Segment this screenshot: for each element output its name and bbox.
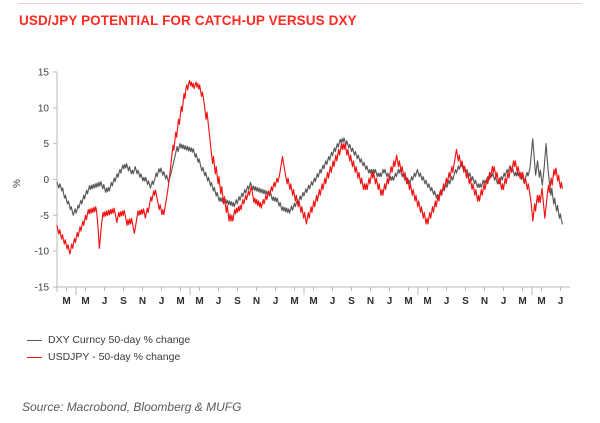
x-axis-month-label: S bbox=[462, 296, 469, 305]
x-axis-month-label: J bbox=[501, 296, 507, 305]
series-line bbox=[56, 137, 563, 225]
legend-item-usdjpy: USDJPY - 50-day % change bbox=[27, 350, 357, 365]
x-axis-month-label: N bbox=[367, 296, 374, 305]
x-axis-month-label: M bbox=[62, 296, 70, 305]
legend-label-dxy: DXY Curncy 50-day % change bbox=[48, 334, 191, 346]
x-axis-month-label: N bbox=[139, 296, 146, 305]
x-axis-month-label: J bbox=[387, 296, 393, 305]
series-line bbox=[56, 80, 563, 255]
x-axis-month-label: S bbox=[120, 296, 127, 305]
x-axis-month-label: N bbox=[481, 296, 488, 305]
chart-figure: 15 10 5 0 -5 -10 -15% M M J S N J M M J S N J M M J S N J M M J S N J M… bbox=[0, 50, 600, 305]
x-axis-month-label: J bbox=[159, 296, 165, 305]
x-axis-month-label: J bbox=[216, 296, 222, 305]
x-axis-month-label: M bbox=[518, 296, 526, 305]
y-axis-tick-label: 10 bbox=[38, 103, 50, 114]
x-axis-month-label: M bbox=[423, 296, 431, 305]
legend-label-usdjpy: USDJPY - 50-day % change bbox=[48, 351, 181, 363]
x-axis-month-label: J bbox=[558, 296, 564, 305]
x-axis-month-label: J bbox=[102, 296, 108, 305]
x-axis-month-label: J bbox=[273, 296, 279, 305]
x-axis-month-label: S bbox=[234, 296, 241, 305]
x-axis-month-label: S bbox=[348, 296, 355, 305]
chart-legend: DXY Curncy 50-day % change USDJPY - 50-d… bbox=[27, 333, 357, 367]
x-axis-month-label: M bbox=[290, 296, 298, 305]
x-axis-month-label: M bbox=[176, 296, 184, 305]
x-axis-month-label: M bbox=[81, 296, 89, 305]
x-axis-month-label: M bbox=[537, 296, 545, 305]
y-axis-title: % bbox=[12, 179, 23, 188]
y-axis-tick-label: 0 bbox=[43, 175, 49, 186]
x-axis-month-label: M bbox=[404, 296, 412, 305]
x-axis-month-label: M bbox=[195, 296, 203, 305]
y-axis-tick-label: -15 bbox=[35, 283, 50, 294]
legend-swatch-usdjpy bbox=[27, 357, 42, 358]
y-axis-tick-label: -5 bbox=[40, 211, 49, 222]
x-axis-month-label: J bbox=[330, 296, 336, 305]
page-title: USD/JPY POTENTIAL FOR CATCH-UP VERSUS DX… bbox=[19, 13, 357, 28]
source-caption: Source: Macrobond, Bloomberg & MUFG bbox=[22, 400, 242, 414]
line-chart: 15 10 5 0 -5 -10 -15% M M J S N J M M J S N J M M J S N J M M J S N J M… bbox=[12, 68, 570, 305]
top-divider bbox=[18, 3, 582, 4]
legend-swatch-dxy bbox=[27, 340, 42, 341]
x-axis-month-label: N bbox=[253, 296, 260, 305]
y-axis-tick-label: -10 bbox=[35, 247, 50, 258]
x-axis-month-label: J bbox=[444, 296, 450, 305]
legend-item-dxy: DXY Curncy 50-day % change bbox=[27, 333, 357, 348]
x-axis-month-label: M bbox=[309, 296, 317, 305]
y-axis-tick-label: 5 bbox=[43, 139, 49, 150]
y-axis-tick-label: 15 bbox=[38, 68, 50, 79]
